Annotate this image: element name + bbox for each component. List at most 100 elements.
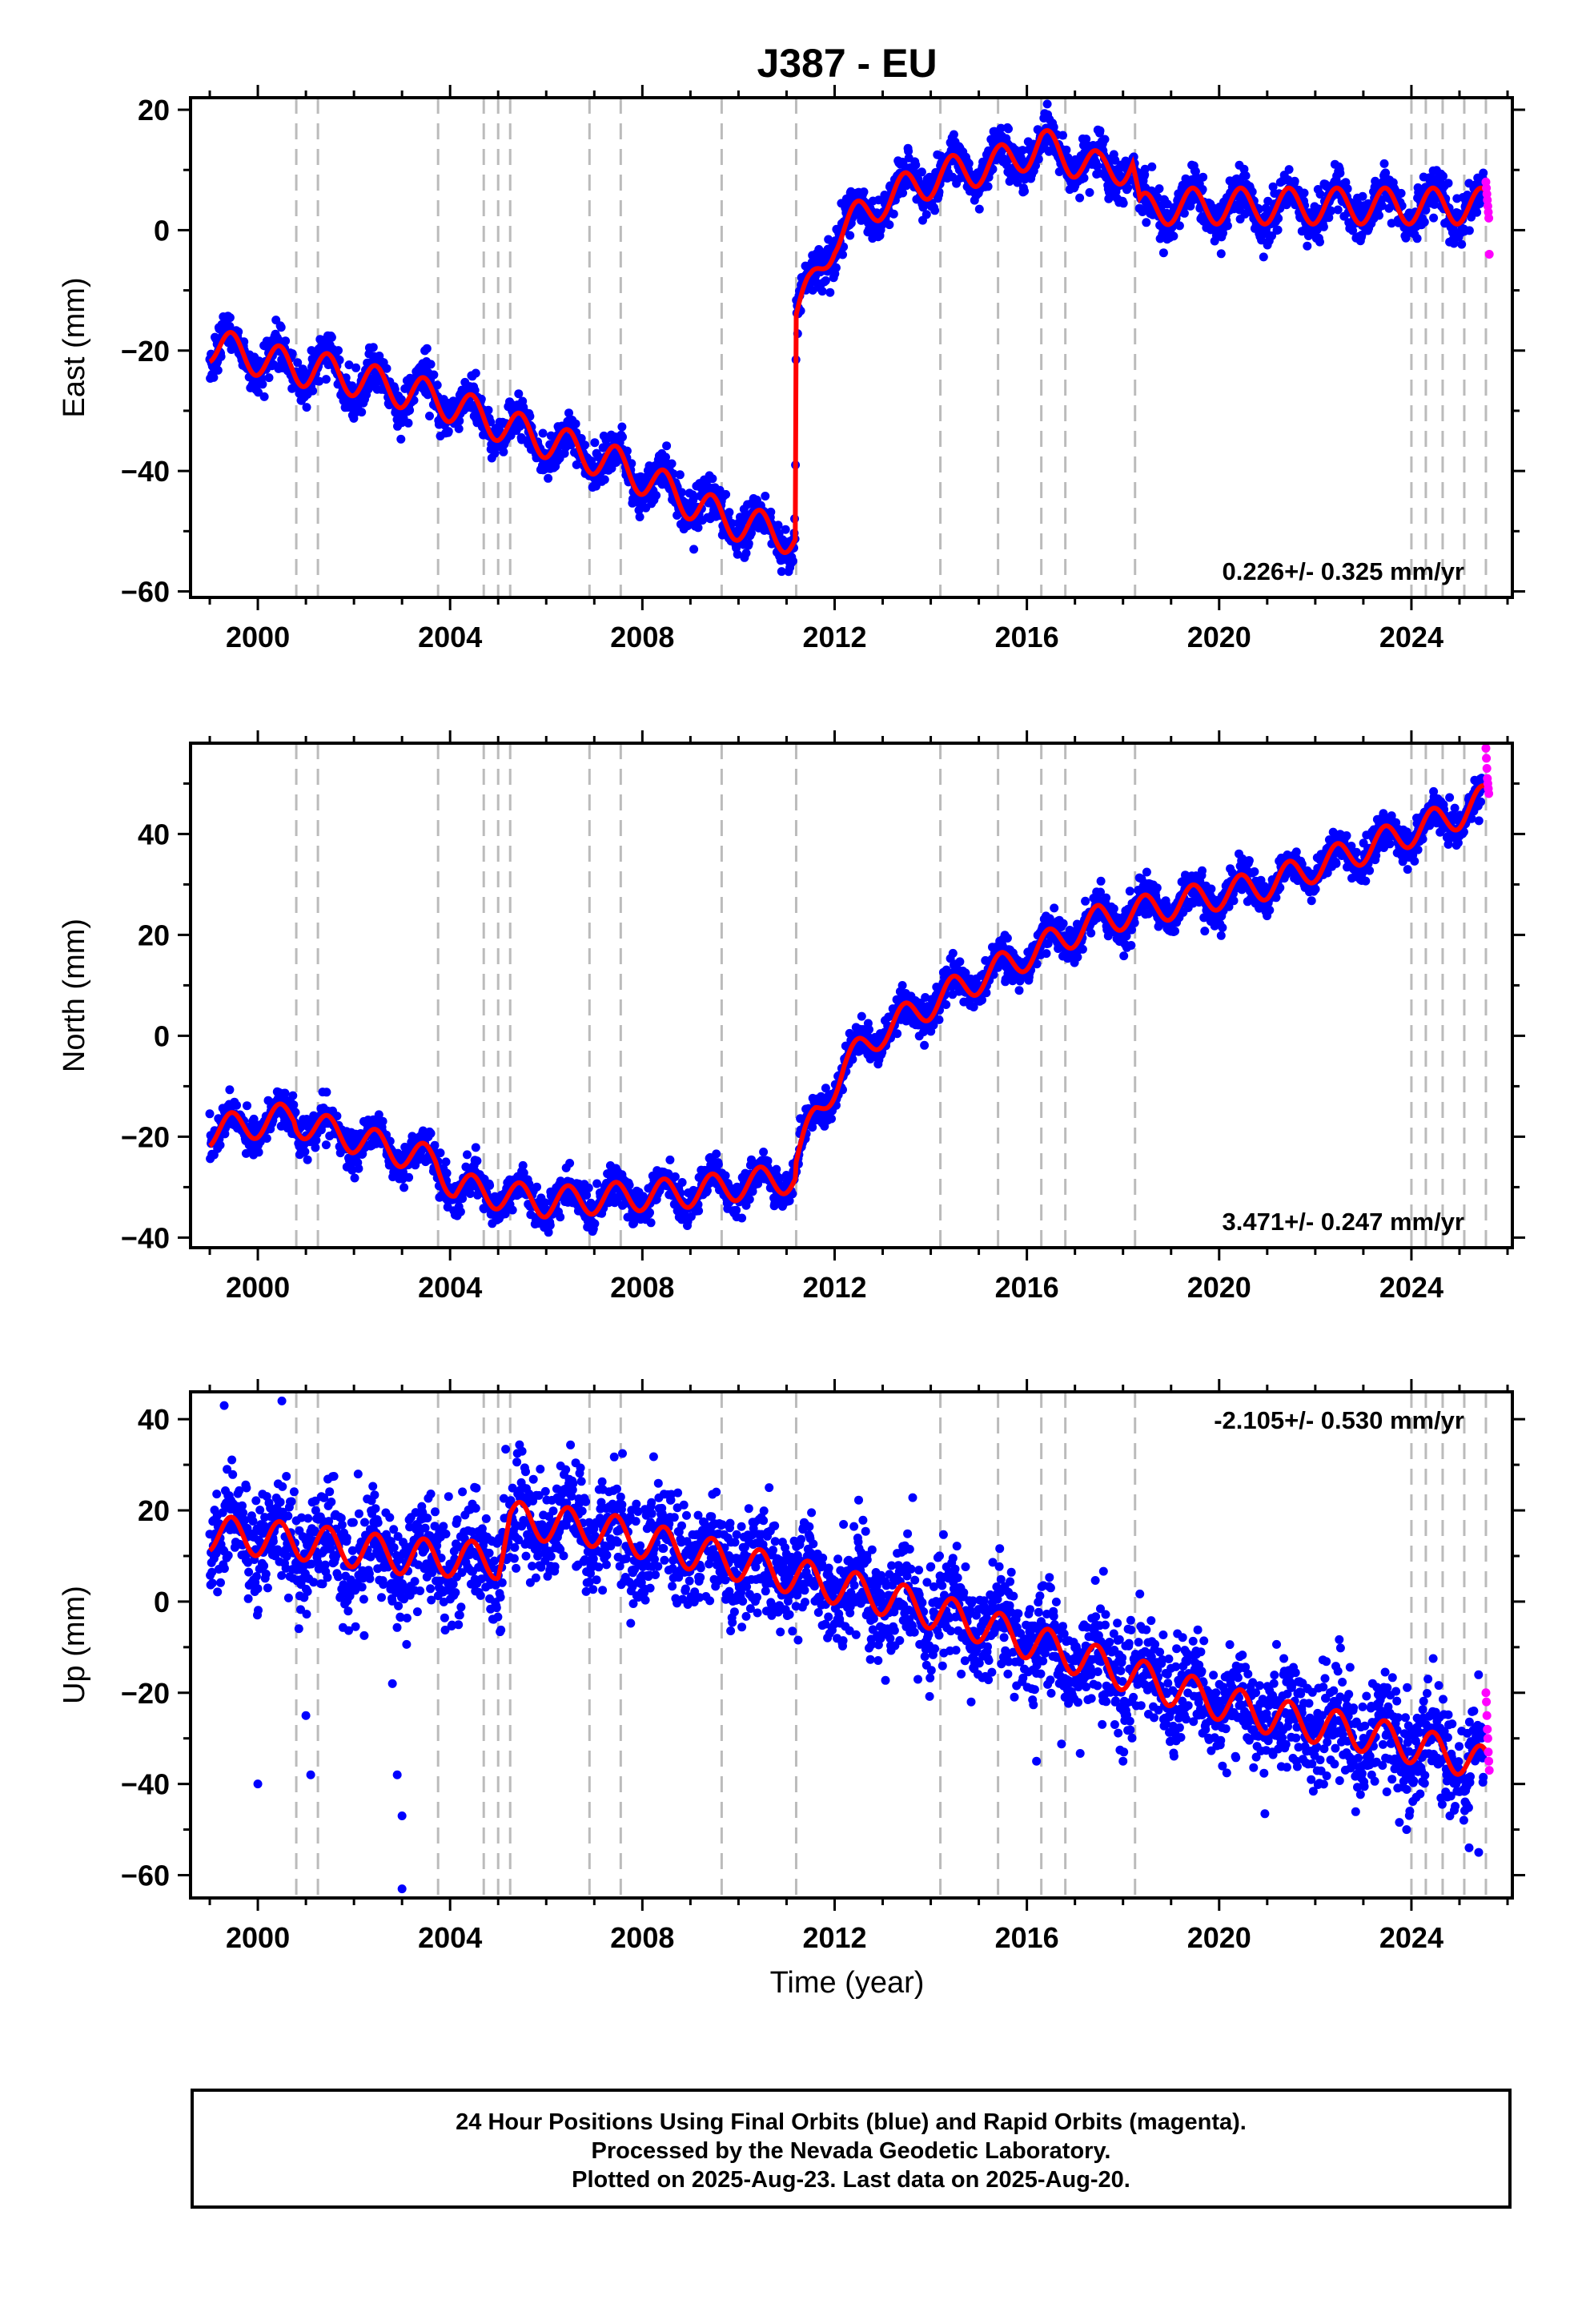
final-orbit-point [955, 957, 965, 967]
final-orbit-point [444, 427, 453, 436]
y-tick-label: −60 [121, 575, 170, 608]
final-orbit-point [404, 418, 413, 428]
final-orbit-point [262, 1134, 271, 1143]
final-orbit-point [465, 1189, 475, 1198]
final-orbit-point [1004, 124, 1013, 134]
final-orbit-point [1284, 165, 1294, 175]
final-orbit-point [667, 459, 677, 468]
final-orbit-point [781, 525, 790, 534]
final-orbit-point [1479, 168, 1488, 178]
x-tick-label: 2008 [610, 621, 674, 653]
final-orbit-point [1034, 155, 1043, 164]
final-orbit-point [429, 370, 439, 380]
final-orbit-point [741, 549, 751, 558]
final-orbit-point [675, 470, 685, 480]
final-orbit-point [1241, 171, 1251, 180]
final-orbit-point [287, 349, 297, 359]
y-tick-label: −40 [121, 455, 170, 488]
final-orbit-point [622, 446, 632, 456]
final-orbit-point [893, 1029, 902, 1039]
final-orbit-point [964, 159, 974, 168]
final-orbit-point [670, 1172, 680, 1181]
final-orbit-point [205, 1109, 215, 1119]
final-orbit-point [721, 1171, 730, 1180]
final-orbit-point [243, 1101, 251, 1111]
final-orbit-point [405, 405, 415, 415]
final-orbit-point [1358, 191, 1367, 201]
final-orbit-point [744, 539, 753, 549]
final-orbit-point [725, 508, 734, 517]
final-orbit-point [635, 513, 644, 521]
final-orbit-point [772, 1164, 781, 1174]
figure-title: J387 - EU [757, 41, 937, 86]
final-orbit-point [455, 416, 464, 426]
final-orbit-point [733, 549, 742, 559]
final-orbit-point [1169, 231, 1178, 241]
final-orbit-point [544, 473, 553, 483]
final-orbit-point [1100, 135, 1110, 144]
final-orbit-point [897, 981, 907, 990]
final-orbit-point [1079, 173, 1089, 183]
final-orbit-point [293, 358, 303, 368]
y-tick-label: 20 [138, 94, 170, 127]
final-orbit-point [590, 1219, 600, 1228]
final-orbit-point [321, 375, 331, 384]
final-orbit-point [264, 373, 274, 383]
y-tick-label: −20 [121, 335, 170, 368]
final-orbit-point [1075, 193, 1085, 203]
final-orbit-point [441, 1157, 451, 1167]
final-orbit-point [873, 195, 883, 205]
final-orbit-point [889, 209, 898, 219]
final-orbit-point [645, 1208, 654, 1217]
final-orbit-point [322, 1088, 331, 1097]
rapid-orbit-points [1481, 177, 1494, 259]
final-orbit-point [949, 130, 958, 139]
final-orbit-point [442, 1168, 452, 1178]
final-orbit-point [368, 343, 378, 352]
final-orbit-point [254, 388, 263, 397]
final-orbit-point [564, 408, 573, 418]
final-orbit-point [1290, 176, 1299, 186]
final-orbit-point [974, 204, 984, 214]
y-tick-label: 0 [154, 214, 170, 247]
final-orbit-point [508, 1205, 517, 1215]
final-orbit-point [378, 1116, 387, 1126]
final-orbit-point [759, 1148, 769, 1156]
final-orbit-point [689, 545, 699, 554]
final-orbit-point [1273, 225, 1283, 235]
final-orbit-point [1457, 239, 1467, 249]
final-orbit-point [1049, 123, 1058, 132]
panel-north: 2000 2004 2008 2012 2016 2020 202440200−20−40N… [58, 730, 1525, 1304]
x-tick-label: 2012 [802, 621, 866, 653]
final-orbit-point [456, 1207, 465, 1216]
final-orbit-point [514, 389, 524, 399]
final-orbit-point [454, 424, 464, 433]
final-orbit-point [1412, 234, 1422, 243]
final-orbit-point [400, 1183, 409, 1192]
final-orbit-point [788, 557, 797, 566]
final-orbit-point [1093, 161, 1102, 171]
final-orbit-point [289, 1100, 299, 1110]
final-orbit-point [556, 1212, 565, 1222]
final-orbit-point [773, 521, 783, 530]
final-orbit-point [1429, 213, 1439, 223]
final-orbit-point [327, 332, 336, 342]
final-orbit-point [777, 567, 786, 577]
final-orbit-point [721, 489, 731, 499]
final-orbit-point [225, 1085, 235, 1095]
final-orbit-point [354, 1164, 363, 1173]
final-orbit-point [1082, 135, 1091, 144]
x-tick-label: 2020 [1187, 621, 1251, 653]
final-orbit-point [308, 386, 318, 396]
final-orbit-point [213, 365, 223, 375]
final-orbit-point [259, 392, 269, 401]
final-orbit-point [485, 1180, 495, 1190]
final-orbit-point [808, 1123, 817, 1132]
final-orbit-point [1013, 178, 1022, 187]
final-orbit-point [1333, 205, 1343, 215]
final-orbit-point [471, 368, 480, 378]
final-orbit-point [1299, 188, 1309, 198]
final-orbit-point [1085, 187, 1094, 197]
final-orbit-point [580, 440, 589, 450]
final-orbit-point [215, 1140, 225, 1150]
